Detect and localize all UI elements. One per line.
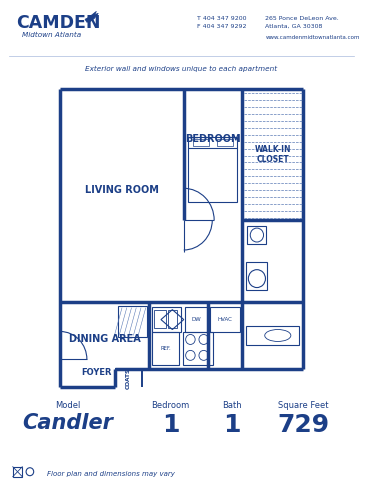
Text: Floor plan and dimensions may vary: Floor plan and dimensions may vary (47, 471, 175, 477)
Bar (246, 325, 299, 345)
Bar (183, 332, 213, 366)
Text: F 404 347 9292: F 404 347 9292 (197, 24, 247, 29)
Text: COATS: COATS (126, 368, 131, 389)
Text: Model: Model (55, 401, 81, 410)
Text: 1: 1 (162, 413, 179, 437)
Text: 265 Ponce DeLeon Ave.: 265 Ponce DeLeon Ave. (265, 16, 339, 21)
Text: 1: 1 (224, 413, 241, 437)
Bar (152, 332, 179, 366)
Text: WALK-IN
CLOSET: WALK-IN CLOSET (254, 145, 291, 164)
Text: Midtown Atlanta: Midtown Atlanta (22, 32, 81, 38)
Text: CAMDEN: CAMDEN (16, 14, 100, 32)
Text: T 404 347 9200: T 404 347 9200 (197, 16, 247, 21)
Text: FOYER: FOYER (81, 368, 112, 377)
Bar (247, 226, 266, 244)
Bar (188, 137, 237, 202)
Polygon shape (89, 11, 96, 17)
Text: Bath: Bath (222, 401, 242, 410)
Text: BEDROOM: BEDROOM (185, 134, 241, 144)
Text: Square Feet: Square Feet (278, 401, 329, 410)
Text: Atlanta, GA 30308: Atlanta, GA 30308 (265, 24, 323, 29)
Bar (193, 139, 209, 146)
Bar (13, 467, 22, 477)
Text: HVAC: HVAC (218, 317, 233, 321)
Bar (168, 310, 177, 327)
Text: 729: 729 (277, 413, 329, 437)
Text: DINING AREA: DINING AREA (69, 335, 140, 344)
Text: www.camdenmidtownatlanta.com: www.camdenmidtownatlanta.com (265, 35, 360, 40)
Text: DW: DW (192, 317, 202, 321)
Text: LIVING ROOM: LIVING ROOM (85, 185, 159, 196)
Polygon shape (85, 13, 98, 22)
Bar (185, 307, 208, 332)
Bar (216, 139, 233, 146)
Text: Exterior wall and windows unique to each apartment: Exterior wall and windows unique to each… (85, 66, 277, 72)
Bar (210, 307, 240, 332)
Bar (154, 310, 166, 327)
Text: Candler: Candler (22, 413, 113, 433)
Text: Bedroom: Bedroom (151, 401, 190, 410)
Bar (118, 306, 147, 338)
Bar (152, 307, 181, 332)
Bar (246, 262, 267, 290)
Text: REF.: REF. (160, 346, 171, 351)
